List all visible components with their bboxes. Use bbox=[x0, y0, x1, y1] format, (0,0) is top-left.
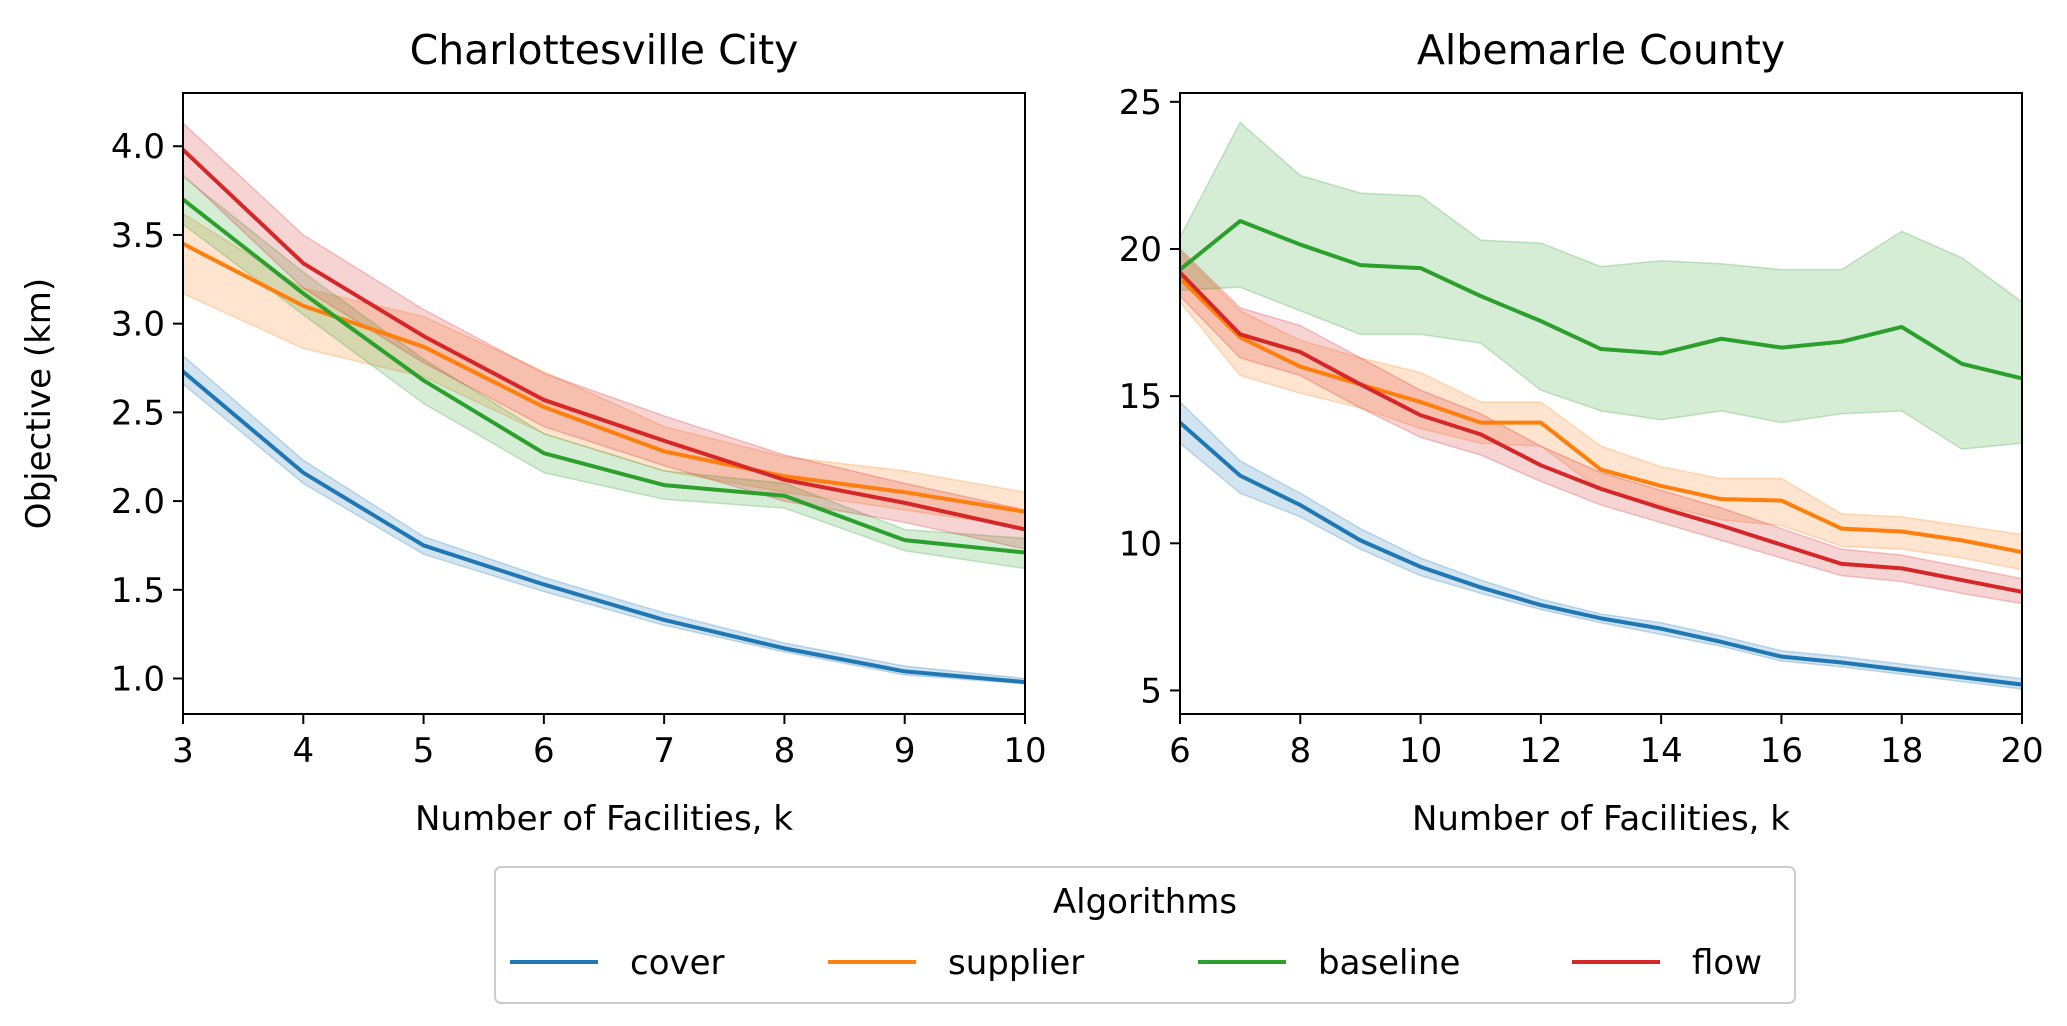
legend: Algorithms cover supplier baseline flow bbox=[494, 866, 1796, 1004]
x-tick-label: 10 bbox=[1399, 731, 1442, 771]
legend-frame bbox=[494, 866, 1796, 1004]
legend-entry-cover: cover bbox=[510, 943, 725, 983]
series-line-baseline bbox=[183, 196, 1025, 555]
plot-frame bbox=[182, 92, 1026, 715]
y-tick-label: 2.0 bbox=[111, 482, 165, 522]
y-axis-label: Objective (km) bbox=[19, 278, 59, 529]
band-flow bbox=[183, 122, 1025, 550]
y-tick-label: 1.0 bbox=[111, 660, 165, 700]
series-line-flow bbox=[1180, 269, 2022, 594]
band-cover bbox=[183, 354, 1025, 685]
x-tick-label: 8 bbox=[1289, 731, 1311, 771]
legend-label-supplier: supplier bbox=[948, 943, 1084, 983]
legend-entry-flow: flow bbox=[1572, 943, 1762, 983]
y-tick-label: 3.5 bbox=[111, 216, 165, 256]
y-tick-label: 10 bbox=[1119, 524, 1162, 564]
band-cover bbox=[1180, 400, 2022, 690]
band-baseline bbox=[183, 175, 1025, 570]
x-tick-label: 18 bbox=[1880, 731, 1923, 771]
x-tick-label: 12 bbox=[1519, 731, 1562, 771]
x-tick-label: 16 bbox=[1760, 731, 1803, 771]
series-line-supplier bbox=[183, 241, 1025, 514]
band-baseline bbox=[1180, 121, 2022, 450]
y-tick-label: 15 bbox=[1119, 377, 1162, 417]
chart-charlottesville-city: 3 4 5 6 7 8 9 10 1.0 1.5 2.0 2.5 3.0 3.5 4.0 Charlottes… bbox=[19, 26, 1047, 839]
plot-data bbox=[1180, 121, 2022, 690]
y-tick-label: 3.0 bbox=[111, 305, 165, 345]
legend-entry-baseline: baseline bbox=[1198, 943, 1460, 983]
x-tick-label: 20 bbox=[2000, 731, 2043, 771]
legend-label-flow: flow bbox=[1692, 943, 1762, 983]
x-axis-label: Number of Facilities, k bbox=[415, 799, 793, 839]
x-tick-label: 7 bbox=[653, 731, 675, 771]
x-axis-label: Number of Facilities, k bbox=[1412, 799, 1790, 839]
legend-label-cover: cover bbox=[630, 943, 725, 983]
series-line-cover bbox=[1180, 419, 2022, 687]
x-tick-label: 5 bbox=[413, 731, 435, 771]
band-flow bbox=[1180, 247, 2022, 605]
chart-title: Albemarle County bbox=[1417, 26, 1785, 74]
x-tick-label: 8 bbox=[774, 731, 796, 771]
x-tick-label: 14 bbox=[1640, 731, 1683, 771]
y-tick-label: 1.5 bbox=[111, 571, 165, 611]
x-tick-label: 6 bbox=[1169, 731, 1191, 771]
series-line-supplier bbox=[1180, 275, 2022, 555]
x-tick-label: 9 bbox=[894, 731, 916, 771]
y-tick-label: 20 bbox=[1119, 230, 1162, 270]
legend-entry-supplier: supplier bbox=[828, 943, 1084, 983]
series-line-cover bbox=[183, 368, 1025, 685]
legend-label-baseline: baseline bbox=[1318, 943, 1460, 983]
plot-frame bbox=[1179, 92, 2023, 715]
legend-title: Algorithms bbox=[1053, 882, 1237, 922]
x-tick-label: 10 bbox=[1003, 731, 1046, 771]
x-tick-label: 4 bbox=[292, 731, 314, 771]
chart-albemarle-county: 6 8 10 12 14 16 18 20 5 10 15 20 25 Albemarle County N… bbox=[1119, 26, 2044, 839]
y-tick-label: 4.0 bbox=[111, 127, 165, 167]
x-tick-label: 3 bbox=[172, 731, 194, 771]
y-tick-label: 25 bbox=[1119, 83, 1162, 123]
plot-data bbox=[183, 122, 1025, 685]
series-line-baseline bbox=[1180, 219, 2022, 381]
x-tick-label: 6 bbox=[533, 731, 555, 771]
y-tick-label: 2.5 bbox=[111, 393, 165, 433]
y-tick-label: 5 bbox=[1140, 671, 1162, 711]
series-line-flow bbox=[183, 147, 1025, 532]
chart-title: Charlottesville City bbox=[410, 26, 799, 74]
